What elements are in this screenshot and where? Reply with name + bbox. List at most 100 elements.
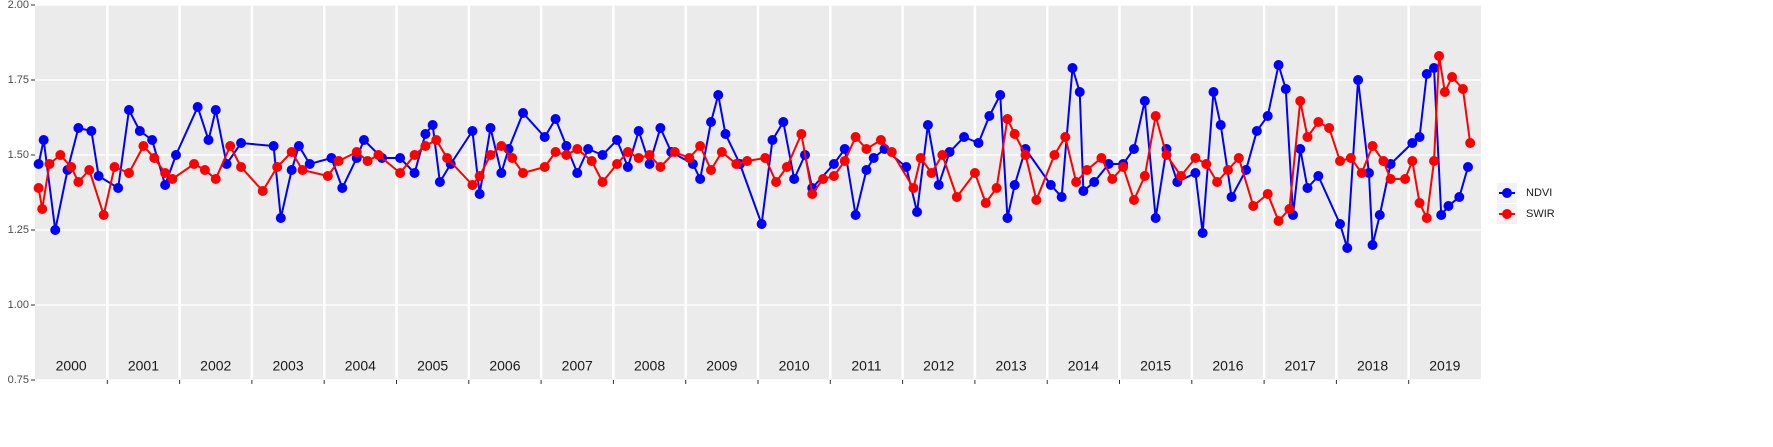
data-point xyxy=(1002,114,1013,124)
data-point xyxy=(351,147,362,157)
data-point xyxy=(98,210,109,220)
data-point xyxy=(644,159,655,169)
data-point xyxy=(38,135,49,145)
data-point xyxy=(1385,174,1396,184)
data-point xyxy=(1447,72,1458,82)
data-point xyxy=(760,153,771,163)
data-point xyxy=(572,168,583,178)
data-point xyxy=(1367,141,1378,151)
data-point xyxy=(1429,156,1440,166)
data-point xyxy=(268,141,279,151)
data-point xyxy=(807,189,818,199)
data-point xyxy=(409,150,420,160)
data-point xyxy=(861,144,872,154)
data-point xyxy=(170,150,181,160)
data-point xyxy=(684,153,695,163)
data-point xyxy=(561,141,572,151)
data-point xyxy=(633,126,644,136)
x-tick-label: 2015 xyxy=(1140,358,1171,374)
data-point xyxy=(915,153,926,163)
data-point xyxy=(1407,138,1418,148)
data-point xyxy=(622,147,633,157)
data-point xyxy=(37,204,48,214)
data-point xyxy=(1009,129,1020,139)
data-point xyxy=(695,141,706,151)
data-point xyxy=(337,183,348,193)
y-tick-label: 0.75 xyxy=(8,374,29,386)
data-point xyxy=(467,126,478,136)
data-point xyxy=(1313,171,1324,181)
data-point xyxy=(431,135,442,145)
data-point xyxy=(358,135,369,145)
data-point xyxy=(203,135,214,145)
data-point xyxy=(1222,165,1233,175)
data-point xyxy=(951,192,962,202)
data-point xyxy=(427,120,438,130)
data-point xyxy=(33,159,44,169)
data-point xyxy=(922,120,933,130)
data-point xyxy=(1273,60,1284,70)
data-point xyxy=(1150,213,1161,223)
data-point xyxy=(597,150,608,160)
data-point xyxy=(86,126,97,136)
data-point xyxy=(236,138,247,148)
data-point xyxy=(695,174,706,184)
y-tick-label: 1.75 xyxy=(8,74,29,86)
data-point xyxy=(73,177,84,187)
x-tick-label: 2018 xyxy=(1357,358,1388,374)
data-point xyxy=(236,162,247,172)
x-tick-label: 2014 xyxy=(1068,358,1099,374)
data-point xyxy=(1302,183,1313,193)
data-point xyxy=(1356,168,1367,178)
legend-point xyxy=(1502,209,1512,219)
data-point xyxy=(1414,198,1425,208)
data-point xyxy=(134,126,145,136)
data-point xyxy=(984,111,995,121)
data-point xyxy=(167,174,178,184)
data-point xyxy=(160,168,171,178)
data-point xyxy=(622,162,633,172)
data-point xyxy=(1302,132,1313,142)
x-tick-label: 2017 xyxy=(1285,358,1316,374)
data-point xyxy=(1020,150,1031,160)
data-point xyxy=(1280,84,1291,94)
data-point xyxy=(1161,150,1172,160)
data-point xyxy=(1345,153,1356,163)
data-point xyxy=(420,129,431,139)
data-point xyxy=(550,147,561,157)
x-tick-label: 2002 xyxy=(200,358,231,374)
data-point xyxy=(1374,210,1385,220)
data-point xyxy=(1201,159,1212,169)
data-point xyxy=(1457,84,1468,94)
data-point xyxy=(1284,204,1295,214)
data-point xyxy=(1363,168,1374,178)
data-point xyxy=(1367,240,1378,250)
data-point xyxy=(572,144,583,154)
data-point xyxy=(861,165,872,175)
x-tick-label: 2016 xyxy=(1212,358,1243,374)
data-point xyxy=(1273,216,1284,226)
data-point xyxy=(149,153,160,163)
data-point xyxy=(612,135,623,145)
data-point xyxy=(1335,156,1346,166)
data-point xyxy=(818,174,829,184)
data-point xyxy=(1436,210,1447,220)
x-tick-label: 2010 xyxy=(779,358,810,374)
data-point xyxy=(1190,153,1201,163)
data-point xyxy=(138,141,149,151)
data-point xyxy=(1139,171,1150,181)
data-point xyxy=(1150,111,1161,121)
x-tick-label: 2001 xyxy=(128,358,159,374)
data-point xyxy=(959,132,970,142)
data-point xyxy=(969,168,980,178)
data-point xyxy=(995,90,1006,100)
data-point xyxy=(561,150,572,160)
data-point xyxy=(655,123,666,133)
x-tick-label: 2007 xyxy=(562,358,593,374)
data-point xyxy=(1342,243,1353,253)
data-point xyxy=(767,135,778,145)
data-point xyxy=(496,168,507,178)
data-point xyxy=(199,165,210,175)
data-point xyxy=(937,150,948,160)
data-point xyxy=(1421,213,1432,223)
